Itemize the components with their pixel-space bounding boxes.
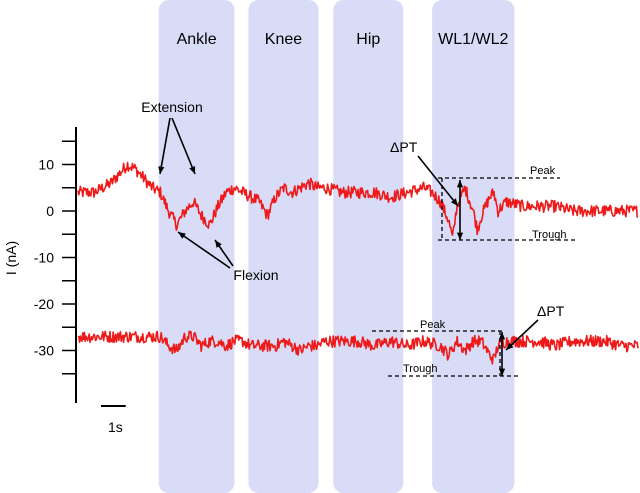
y-tick-label: -20 xyxy=(34,296,54,312)
dpt-lower-label: ΔPT xyxy=(537,303,565,319)
y-tick-label: 0 xyxy=(46,203,54,219)
joint-bands: Ankle Knee Hip WL1/WL2 xyxy=(158,0,515,493)
trough-upper-label: Trough xyxy=(532,229,566,241)
y-axis-label: I (nA) xyxy=(3,241,19,275)
y-tick-label: -10 xyxy=(34,250,54,266)
dpt-lower-down-head xyxy=(498,368,506,376)
band-3 xyxy=(432,0,515,493)
dpt-lower-up-head xyxy=(498,332,506,340)
flexion-arrow-1 xyxy=(177,231,231,269)
flexion-arrow-2-head xyxy=(215,240,222,248)
dpt-upper-up-head xyxy=(456,180,464,188)
y-tick-label: 10 xyxy=(38,157,54,173)
y-axis: 10 0 -10 -20 -30 1s xyxy=(34,126,126,435)
dpt-lower-pointer-head xyxy=(506,342,514,350)
band-label-3: WL1/WL2 xyxy=(438,31,508,48)
band-label-2: Hip xyxy=(356,31,380,48)
trace-upper xyxy=(77,161,639,236)
dpt-upper-pointer xyxy=(417,155,459,207)
scale-bar-label: 1s xyxy=(108,419,123,435)
y-tick-label: -30 xyxy=(34,343,54,359)
band-2 xyxy=(333,0,404,493)
trough-lower-label: Trough xyxy=(403,363,437,375)
peak-upper-label: Peak xyxy=(530,165,556,177)
dpt-upper-pointer-head xyxy=(450,198,458,206)
extension-label: Extension xyxy=(141,99,202,115)
flexion-label: Flexion xyxy=(233,267,278,283)
extension-arrow-1-head xyxy=(158,166,165,174)
trace-lower xyxy=(77,330,639,365)
traces xyxy=(77,161,639,365)
extension-arrow-1 xyxy=(159,117,171,175)
band-0 xyxy=(158,0,235,493)
peak-lower-label: Peak xyxy=(420,319,446,331)
dpt-upper-down-head xyxy=(456,232,464,240)
flexion-arrow-1-head xyxy=(178,232,186,239)
band-label-1: Knee xyxy=(265,31,302,48)
annotations: Extension Flexion Peak Trough ΔPT Peak Trough Δ… xyxy=(141,99,575,377)
extension-arrow-2-head xyxy=(189,166,196,174)
band-1 xyxy=(248,0,319,493)
extension-arrow-2 xyxy=(171,117,196,175)
band-label-0: Ankle xyxy=(177,31,217,48)
dpt-upper-label: ΔPT xyxy=(390,139,418,155)
